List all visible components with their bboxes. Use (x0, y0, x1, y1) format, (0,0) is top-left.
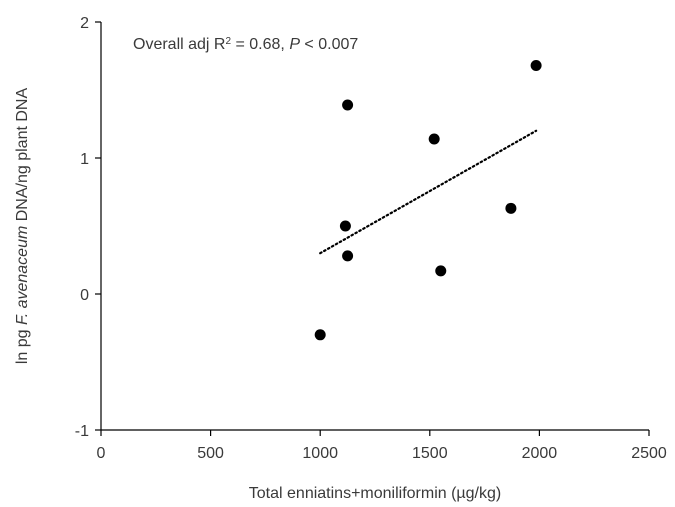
x-tick-label: 2500 (631, 445, 667, 462)
trendline-group (319, 129, 538, 255)
x-tick-label: 500 (197, 445, 224, 462)
data-point (428, 133, 440, 145)
y-tick-label: -1 (75, 423, 89, 440)
x-tick-label: 0 (97, 445, 106, 462)
fit-annotation: Overall adj R2 = 0.68, P < 0.007 (133, 36, 358, 54)
x-tick-label: 1500 (412, 445, 448, 462)
data-point (505, 202, 517, 214)
data-point (339, 220, 351, 232)
x-axis-label: Total enniatins+moniliformin (µg/kg) (249, 485, 501, 502)
trendline (319, 129, 538, 255)
y-tick-label: 1 (80, 151, 89, 168)
x-tick-label: 2000 (522, 445, 558, 462)
y-axis-label: ln pg F. avenaceum DNA/ng plant DNA (14, 88, 31, 365)
y-tick-label: 0 (80, 287, 89, 304)
data-point (435, 265, 447, 277)
x-tick-label: 1000 (302, 445, 338, 462)
axes: 0 500 1000 1500 2000 2500 -1 0 1 2 (75, 15, 667, 462)
data-point (314, 329, 326, 341)
points-group (314, 60, 542, 341)
data-point (342, 250, 354, 262)
data-point (342, 99, 354, 111)
y-tick-label: 2 (80, 15, 89, 32)
data-point (530, 60, 542, 72)
